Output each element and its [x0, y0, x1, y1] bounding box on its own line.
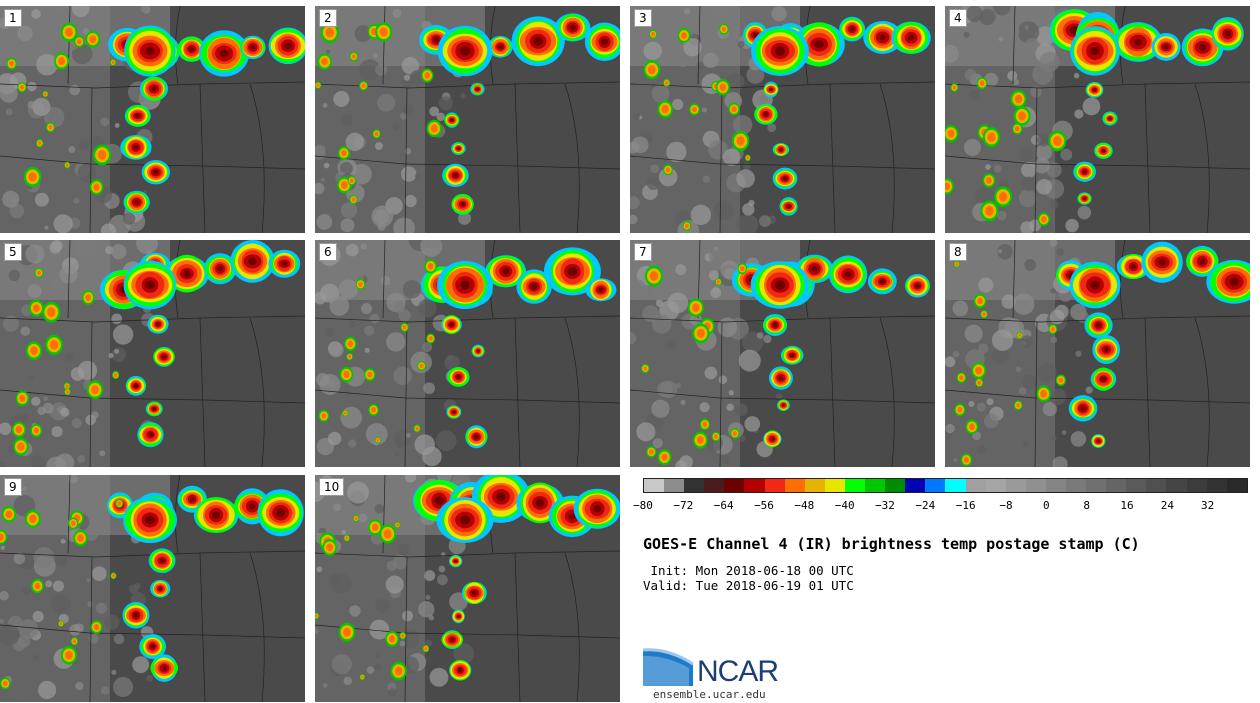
- colorbar-swatch: [965, 479, 986, 492]
- panel-number-label: 6: [319, 243, 337, 261]
- colorbar-swatch: [1106, 479, 1127, 492]
- panel-number-label: 2: [319, 9, 337, 27]
- colorbar-swatch: [885, 479, 906, 492]
- colorbar-swatch: [1166, 479, 1187, 492]
- panel-number-label: 7: [634, 243, 652, 261]
- colorbar-tick-label: −56: [754, 499, 774, 512]
- satellite-map: [315, 475, 620, 702]
- satellite-map: [0, 475, 305, 702]
- colorbar-tick-label: −40: [834, 499, 855, 512]
- panel-number-label: 5: [4, 243, 22, 261]
- colorbar-tick-label: −64: [713, 499, 734, 512]
- satellite-map: [0, 6, 305, 233]
- panel-number-label: 1: [4, 9, 22, 27]
- satellite-map: [630, 6, 935, 233]
- ensemble-url: ensemble.ucar.edu: [653, 688, 766, 701]
- temperature-colorbar: [643, 478, 1248, 493]
- satellite-map: [315, 240, 620, 467]
- colorbar-tick-label: 0: [1043, 499, 1050, 512]
- ir-imagery: [945, 6, 1250, 233]
- panel-number-label: 10: [319, 478, 345, 496]
- panel-number-label: 8: [949, 243, 967, 261]
- colorbar-tick-label: −72: [673, 499, 694, 512]
- colorbar-swatch: [844, 479, 866, 492]
- colorbar-tick-label: −32: [875, 499, 895, 512]
- ir-imagery: [945, 240, 1250, 467]
- satellite-map: [0, 240, 305, 467]
- colorbar-swatch: [704, 479, 725, 492]
- satellite-map: [315, 6, 620, 233]
- ncar-logo-icon: [643, 648, 694, 686]
- init-time: Init: Mon 2018-06-18 00 UTC: [643, 563, 854, 578]
- colorbar-swatch: [1146, 479, 1167, 492]
- colorbar-swatch: [1065, 479, 1087, 492]
- ir-imagery: [315, 6, 620, 233]
- colorbar-tick-label: −8: [999, 499, 1013, 512]
- panel-number-label: 9: [4, 478, 22, 496]
- panel-number-label: 4: [949, 9, 967, 27]
- colorbar-tick-label: 32: [1201, 499, 1215, 512]
- postage-stamp-panel-2: 2: [315, 6, 620, 233]
- postage-stamp-panel-9: 9: [0, 475, 305, 702]
- colorbar-tick-label: 16: [1120, 499, 1134, 512]
- satellite-map: [630, 240, 935, 467]
- ir-imagery: [0, 475, 305, 702]
- colorbar-swatch: [724, 479, 745, 492]
- postage-stamp-panel-4: 4: [945, 6, 1250, 233]
- colorbar-swatch: [945, 479, 966, 492]
- colorbar-swatch: [925, 479, 946, 492]
- colorbar-tick-label: 24: [1160, 499, 1174, 512]
- ir-imagery: [315, 475, 620, 702]
- colorbar-swatch: [1206, 479, 1227, 492]
- postage-stamp-panel-5: 5: [0, 240, 305, 467]
- colorbar-swatch: [1086, 479, 1107, 492]
- colorbar-swatch: [1025, 479, 1046, 492]
- colorbar-swatch: [684, 479, 705, 492]
- colorbar-swatch: [784, 479, 805, 492]
- ir-imagery: [0, 6, 305, 233]
- colorbar-tick-label: 8: [1083, 499, 1090, 512]
- colorbar-swatch: [1045, 479, 1066, 492]
- colorbar-swatch: [1005, 479, 1026, 492]
- postage-stamp-panel-10: 10: [315, 475, 620, 702]
- satellite-map: [945, 240, 1250, 467]
- postage-stamp-panel-7: 7: [630, 240, 935, 467]
- colorbar-tick-label: −24: [915, 499, 936, 512]
- colorbar-tick-label: −16: [955, 499, 976, 512]
- colorbar-swatch: [764, 479, 785, 492]
- postage-stamp-panel-6: 6: [315, 240, 620, 467]
- colorbar-swatch: [865, 479, 886, 492]
- panel-number-label: 3: [634, 9, 652, 27]
- colorbar-swatch: [804, 479, 825, 492]
- ncar-logo-text: NCAR: [697, 655, 779, 688]
- colorbar-swatch: [744, 479, 765, 492]
- colorbar-swatch: [985, 479, 1006, 492]
- postage-stamp-panel-1: 1: [0, 6, 305, 233]
- colorbar-swatch: [1186, 479, 1207, 492]
- ir-imagery: [315, 240, 620, 467]
- colorbar-swatch: [644, 479, 665, 492]
- postage-stamp-panel-3: 3: [630, 6, 935, 233]
- colorbar-swatch: [1126, 479, 1147, 492]
- postage-stamp-panel-8: 8: [945, 240, 1250, 467]
- ir-imagery: [0, 240, 305, 467]
- valid-time: Valid: Tue 2018-06-19 01 UTC: [643, 578, 854, 593]
- colorbar-tick-label: −80: [633, 499, 653, 512]
- colorbar-tick-labels: −80 −72 −64 −56 −48 −40 −32 −24 −16 −8 0 8 16 24 32: [633, 499, 1248, 513]
- satellite-map: [945, 6, 1250, 233]
- ir-imagery: [630, 240, 935, 467]
- colorbar-swatch: [905, 479, 926, 492]
- colorbar-tick-label: −48: [794, 499, 815, 512]
- colorbar-swatch: [1226, 479, 1247, 492]
- figure-title: GOES-E Channel 4 (IR) brightness temp po…: [643, 535, 1140, 553]
- ir-imagery: [630, 6, 935, 233]
- colorbar-swatch: [664, 479, 685, 492]
- colorbar-swatch: [824, 479, 845, 492]
